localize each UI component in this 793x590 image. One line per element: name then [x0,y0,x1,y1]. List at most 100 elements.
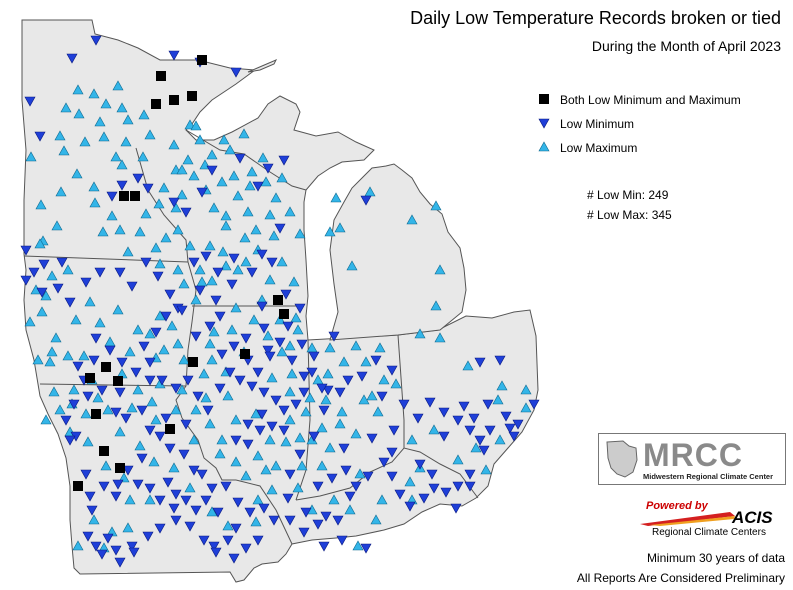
low-min-marker [464,481,476,492]
both-marker [85,373,95,383]
low-min-marker [278,425,290,436]
low-min-marker [356,371,368,382]
low-min-marker [362,471,374,482]
both-marker [73,481,83,491]
low-min-marker [144,357,156,368]
low-max-marker [220,220,232,231]
low-min-marker [312,519,324,530]
low-min-marker [474,357,486,368]
low-min-marker [20,275,32,286]
low-min-marker [152,271,164,282]
low-max-marker [71,168,83,179]
low-min-marker [212,507,224,518]
low-max-marker [276,346,288,357]
border-mo-ky [235,479,293,545]
acis-powered-by: Powered by [646,500,708,512]
low-max-marker [206,506,218,517]
low-min-marker [206,483,218,494]
low-max-marker [102,404,114,415]
low-min-marker [154,495,166,506]
legend-label-low-min: Low Minimum [560,117,635,131]
low-max-marker [204,338,216,349]
low-max-marker [48,386,60,397]
low-max-marker [78,350,90,361]
low-max-marker [264,434,276,445]
record-counts: # Low Min: 249 # Low Max: 345 [587,185,672,225]
low-min-marker [96,385,108,396]
low-min-marker [132,173,144,184]
low-min-marker [200,251,212,262]
low-min-marker [424,397,436,408]
low-max-marker [46,346,58,357]
low-min-marker [256,409,268,420]
low-max-marker [496,380,508,391]
low-min-marker [318,405,330,416]
low-max-marker [270,460,282,471]
low-min-marker [170,489,182,500]
low-min-marker [138,341,150,352]
low-max-marker [217,246,229,257]
low-min-marker [80,277,92,288]
low-min-marker [116,180,128,191]
low-min-marker [20,245,32,256]
low-min-marker [426,469,438,480]
low-max-marker [350,428,362,439]
low-max-marker [328,494,340,505]
border-ky-in-oh [295,447,479,501]
low-max-marker [62,264,74,275]
legend-item-low-max: Low Maximum [538,136,741,160]
low-max-marker [40,290,52,301]
low-min-marker [438,431,450,442]
both-marker [119,191,129,201]
low-max-marker [240,470,252,481]
low-max-marker [316,460,328,471]
low-max-marker [94,317,106,328]
low-max-marker [374,342,386,353]
both-marker [187,91,197,101]
low-min-marker [144,425,156,436]
low-max-marker [137,151,149,162]
low-min-marker [178,449,190,460]
low-min-marker [126,281,138,292]
low-min-marker [112,479,124,490]
low-max-marker [366,390,378,401]
low-min-marker [126,541,138,552]
low-max-marker [239,232,251,243]
low-min-marker [298,371,310,382]
low-min-marker [258,503,270,514]
low-max-marker [230,414,242,425]
low-min-marker [338,443,350,454]
low-min-marker [210,295,222,306]
low-max-marker [94,116,106,127]
low-min-marker [212,267,224,278]
low-min-marker [450,503,462,514]
low-max-marker [190,404,202,415]
low-max-marker [434,332,446,343]
low-min-marker [332,515,344,526]
low-max-marker [274,314,286,325]
low-min-marker [464,425,476,436]
low-min-marker [188,257,200,268]
low-max-marker [97,226,109,237]
low-min-marker [482,399,494,410]
low-max-marker [262,330,274,341]
legend-item-both: Both Low Minimum and Maximum [538,88,741,112]
acis-rcc: Regional Climate Centers [652,527,766,538]
low-min-marker [494,355,506,366]
low-min-marker [252,535,264,546]
low-max-marker [338,356,350,367]
low-min-marker [208,541,220,552]
low-max-marker [208,326,220,337]
low-max-marker [150,414,162,425]
low-max-marker [322,368,334,379]
low-min-marker [222,535,234,546]
low-max-marker [88,514,100,525]
down-triangle-icon [538,117,560,132]
low-max-marker [79,136,91,147]
border-in-oh [397,334,405,448]
low-min-marker [116,357,128,368]
low-min-marker [280,289,292,300]
low-max-marker [184,240,196,251]
low-max-marker [296,460,308,471]
low-max-marker [352,540,364,551]
